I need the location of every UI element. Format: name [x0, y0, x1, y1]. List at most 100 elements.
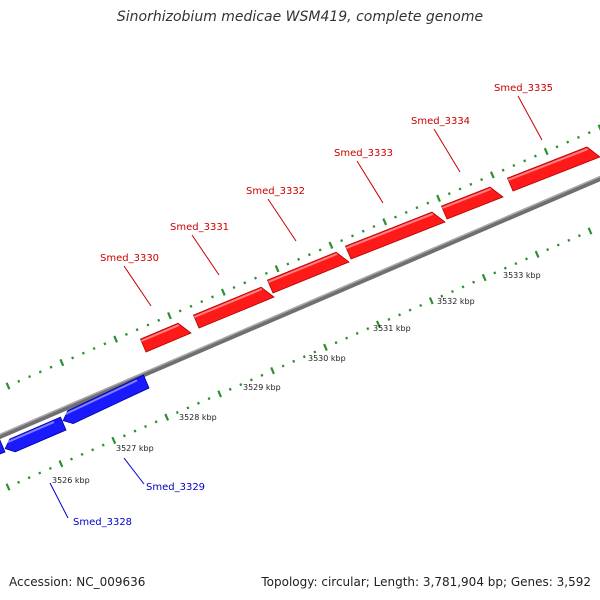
scale-label: 3533 kbp: [503, 271, 541, 280]
tick-mark: [523, 159, 527, 163]
tick-mark: [350, 234, 354, 238]
tick-mark: [186, 406, 190, 410]
gene-label-smed-3334[interactable]: Smed_3334: [411, 116, 470, 127]
tick-mark: [512, 163, 516, 168]
scale-label: 3530 kbp: [308, 354, 346, 363]
gene-label-smed-3335[interactable]: Smed_3335: [494, 83, 553, 94]
tick-mark: [415, 206, 419, 210]
tick-mark: [260, 373, 264, 377]
scale-labels: 3526 kbp 3527 kbp 3528 kbp 3529 kbp 3530 kbp…: [52, 271, 541, 485]
gene-arrow-highlight: [507, 147, 589, 181]
scale-label: 3527 kbp: [116, 444, 154, 453]
tick-mark: [577, 234, 581, 238]
tick-mark: [472, 280, 476, 284]
gene-label-smed-3331[interactable]: Smed_3331: [170, 222, 229, 233]
tick-mark: [597, 124, 600, 131]
tick-mark: [113, 335, 119, 343]
tick-mark: [404, 210, 408, 214]
tick-mark: [387, 317, 391, 321]
tick-mark: [38, 370, 42, 374]
leader-line: [356, 160, 384, 204]
tick-mark: [58, 460, 64, 468]
tick-mark: [501, 168, 505, 172]
gene-arrow-highlight: [193, 288, 263, 318]
tick-mark: [398, 313, 402, 317]
tick-mark: [69, 457, 74, 461]
tick-mark: [38, 471, 42, 475]
tick-mark: [101, 443, 105, 447]
tick-mark: [372, 224, 376, 229]
gene-label-smed-3332[interactable]: Smed_3332: [246, 186, 305, 197]
tick-mark: [210, 295, 215, 299]
leader-line: [433, 128, 461, 173]
gene-labels: Smed_3328 Smed_3329 Smed_3330 Smed_3331 Smed…: [73, 83, 553, 528]
tick-mark: [217, 390, 223, 398]
scale-label: 3529 kbp: [243, 383, 281, 392]
tick-mark: [270, 366, 275, 375]
gene-label-smed-3329[interactable]: Smed_3329: [146, 482, 205, 493]
tick-mark: [375, 320, 381, 328]
tick-mark: [419, 303, 423, 308]
tick-mark: [49, 365, 53, 369]
gene-label-smed-3333[interactable]: Smed_3333: [334, 148, 393, 159]
gene-arrow-smed-3332[interactable]: [266, 251, 350, 294]
scale-label: 3528 kbp: [179, 413, 217, 422]
gene-arrow-smed-3330[interactable]: [139, 322, 192, 353]
tick-mark: [524, 257, 529, 261]
gene-arrow-smed-3328[interactable]: [0, 439, 6, 455]
tick-mark: [503, 266, 507, 270]
tick-mark: [297, 257, 301, 261]
gene-track: [0, 146, 600, 455]
tick-mark: [154, 420, 158, 424]
tick-mark: [469, 182, 473, 186]
tick-mark: [313, 350, 317, 354]
tick-mark: [249, 378, 253, 382]
tick-mark: [220, 288, 226, 296]
gene-label-smed-3330[interactable]: Smed_3330: [100, 253, 159, 264]
tick-mark: [458, 187, 462, 191]
tick-mark: [27, 476, 31, 480]
tick-mark: [146, 323, 150, 327]
tick-mark: [5, 483, 11, 491]
gene-arrow-highlight: [345, 212, 434, 249]
tick-mark: [59, 358, 65, 367]
gene-arrow-smed-3333[interactable]: [344, 211, 446, 260]
tick-mark: [480, 178, 484, 182]
tick-mark: [366, 327, 370, 331]
tick-mark: [189, 304, 193, 308]
gene-arrow-smed-3329[interactable]: [62, 374, 150, 425]
tick-mark: [196, 401, 200, 405]
tick-mark: [576, 135, 580, 139]
gene-arrow-smed-3331[interactable]: [192, 286, 275, 329]
tick-mark: [426, 201, 430, 205]
tick-mark: [489, 171, 495, 179]
tick-mark: [111, 436, 117, 445]
tick-mark: [124, 332, 128, 336]
leader-line: [123, 265, 152, 307]
gene-arrow-smed-3335[interactable]: [506, 146, 600, 192]
tick-mark: [17, 480, 21, 484]
tick-mark: [382, 218, 388, 226]
tick-mark: [281, 364, 285, 368]
tick-mark: [302, 355, 306, 359]
tick-mark: [533, 154, 537, 158]
tick-mark: [164, 413, 170, 421]
backbone-line: [0, 175, 600, 440]
leader-line: [49, 482, 69, 519]
map-title: Sinorhizobium medicae WSM419, complete g…: [116, 9, 484, 25]
tick-mark: [122, 434, 126, 438]
tick-mark: [133, 429, 137, 433]
tick-mark: [514, 262, 518, 266]
gene-arrow-smed-3334[interactable]: [440, 186, 504, 220]
gene-arrow-highlight: [60, 379, 138, 417]
tick-mark: [345, 336, 349, 340]
tick-mark: [447, 192, 451, 196]
tick-mark: [92, 346, 96, 351]
gene-label-smed-3328[interactable]: Smed_3328: [73, 517, 132, 528]
leader-line: [517, 95, 543, 141]
tick-mark: [48, 466, 52, 470]
tick-mark: [264, 271, 268, 275]
gene-arrow-smed-3329[interactable]: [4, 416, 67, 453]
gene-arrow-highlight: [267, 253, 338, 283]
